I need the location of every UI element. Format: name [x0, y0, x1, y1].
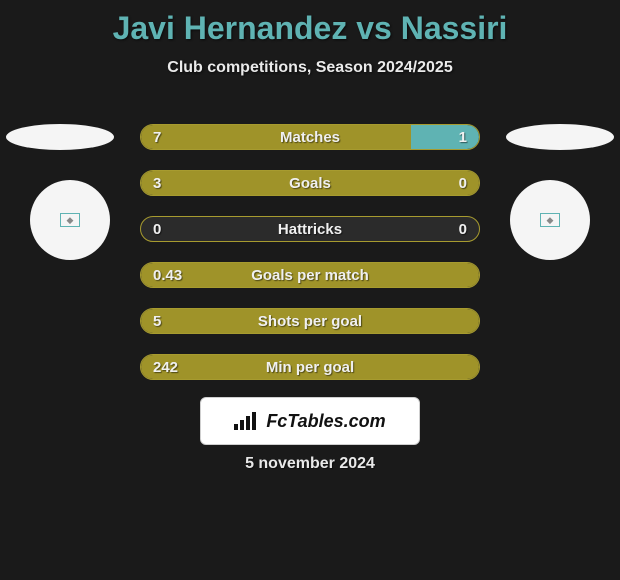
stat-row-min-per-goal: 242Min per goal	[140, 354, 480, 380]
comparison-bars: 7Matches13Goals00Hattricks00.43Goals per…	[140, 124, 480, 400]
stat-value-right: 0	[459, 217, 467, 241]
stat-label: Min per goal	[141, 355, 479, 379]
stat-value-right: 1	[459, 125, 467, 149]
stat-row-hattricks: 0Hattricks0	[140, 216, 480, 242]
image-placeholder-icon: ◆	[60, 213, 80, 227]
stat-label: Goals	[141, 171, 479, 195]
image-placeholder-icon: ◆	[540, 213, 560, 227]
player-left-flag-disc	[6, 124, 114, 150]
page-title: Javi Hernandez vs Nassiri	[0, 0, 620, 47]
player-left-avatar: ◆	[30, 180, 110, 260]
stat-row-goals: 3Goals0	[140, 170, 480, 196]
stat-row-shots-per-goal: 5Shots per goal	[140, 308, 480, 334]
subtitle: Club competitions, Season 2024/2025	[0, 59, 620, 77]
brand-text: FcTables.com	[266, 411, 385, 432]
stat-label: Goals per match	[141, 263, 479, 287]
date-label: 5 november 2024	[0, 455, 620, 473]
stat-label: Shots per goal	[141, 309, 479, 333]
player-right-flag-disc	[506, 124, 614, 150]
stat-value-right: 0	[459, 171, 467, 195]
stat-row-goals-per-match: 0.43Goals per match	[140, 262, 480, 288]
stat-row-matches: 7Matches1	[140, 124, 480, 150]
brand-bars-icon	[234, 412, 258, 430]
player-right-avatar: ◆	[510, 180, 590, 260]
brand-badge: FcTables.com	[200, 397, 420, 445]
stat-label: Matches	[141, 125, 479, 149]
stat-label: Hattricks	[141, 217, 479, 241]
